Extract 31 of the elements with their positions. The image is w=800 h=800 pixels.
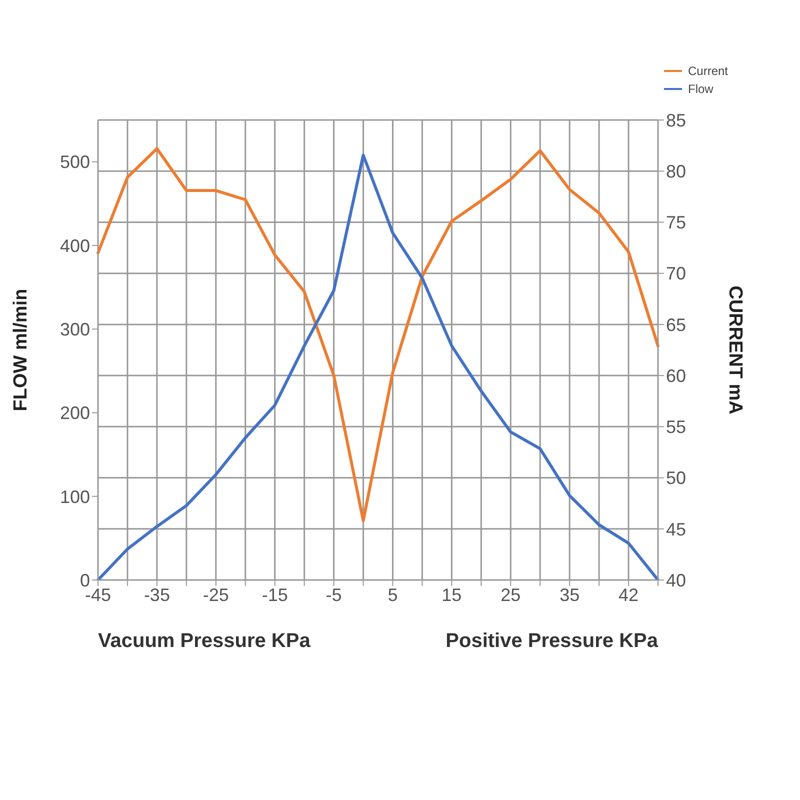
x-tick-label: 25 xyxy=(500,584,521,605)
text: Vacuum Pressure KPa xyxy=(98,630,310,653)
y-tick-label: 0 xyxy=(80,570,90,590)
y2-tick-label: 70 xyxy=(666,264,686,284)
y-tick-label: 500 xyxy=(60,152,90,172)
x-tick-label: -15 xyxy=(262,584,288,605)
legend-label: Flow xyxy=(686,82,714,96)
y-tick-label: 300 xyxy=(60,319,90,340)
y-tick-label: 200 xyxy=(60,403,90,424)
y2-tick-label: 80 xyxy=(666,162,686,182)
y2-tick-label: 45 xyxy=(666,519,686,540)
y2-tick-label: 65 xyxy=(666,314,686,335)
x-tick-label: -35 xyxy=(144,584,170,605)
y-tick-label: 400 xyxy=(60,236,90,256)
y2-tick-label: 85 xyxy=(666,110,686,130)
y2-tick-label: 60 xyxy=(666,366,686,386)
y2-axis-title: CURRENT mA xyxy=(724,286,746,415)
y2-tick-label: 55 xyxy=(666,417,686,438)
x-tick-label: -5 xyxy=(326,584,342,605)
y-axis-title: FLOW ml/min xyxy=(10,288,32,412)
text: Positive Pressure KPa xyxy=(446,630,658,653)
x-tick-label: 35 xyxy=(560,584,580,605)
x-tick-label: 5 xyxy=(388,584,398,605)
y-tick-label: 100 xyxy=(60,486,90,507)
y2-tick-label: 75 xyxy=(666,212,686,233)
x-tick-label: 15 xyxy=(442,584,462,605)
y2-tick-label: 50 xyxy=(666,468,686,488)
x-tick-label: 42 xyxy=(618,584,639,605)
y2-tick-label: 40 xyxy=(666,570,686,590)
legend-label: Current xyxy=(686,64,728,78)
x-tick-label: -25 xyxy=(202,584,229,605)
